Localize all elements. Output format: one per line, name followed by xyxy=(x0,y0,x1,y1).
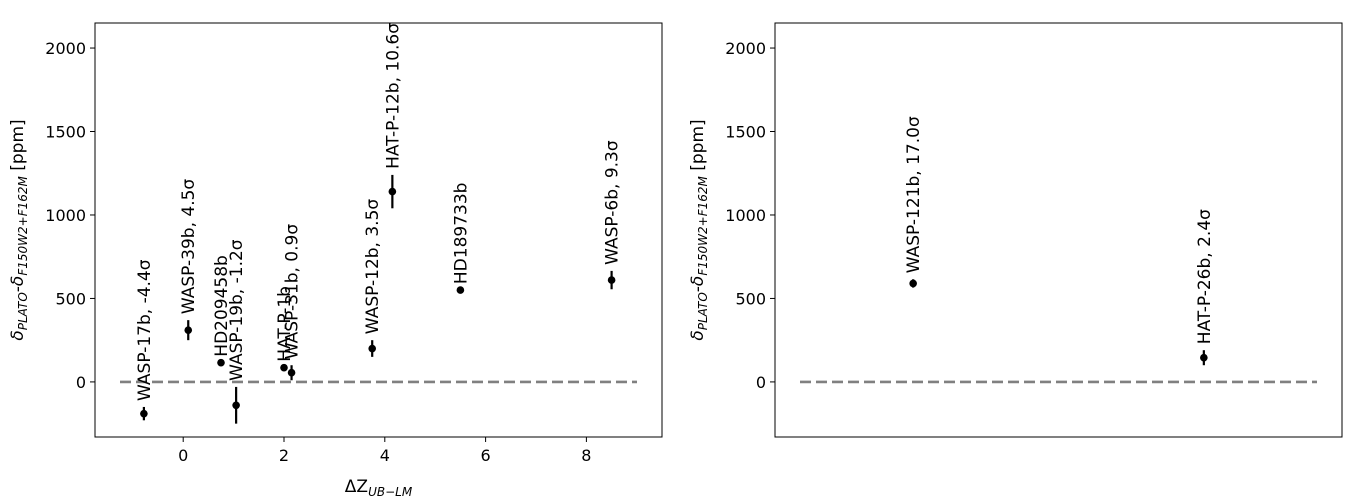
y-axis-label-part: PLATO xyxy=(696,292,710,330)
data-point xyxy=(217,358,225,367)
y-axis-label-part: δ xyxy=(688,330,708,340)
y-axis-label-part: [ppm] xyxy=(8,119,28,176)
x-tick-label: 4 xyxy=(380,446,390,465)
y-axis-label-part: F150W2+F162M xyxy=(16,176,30,276)
y-axis-label: δPLATO-δF150W2+F162M [ppm] xyxy=(8,119,30,340)
point-label: HAT-P-26b, 2.4σ xyxy=(1195,209,1215,344)
data-point xyxy=(287,368,296,377)
y-axis-label: δPLATO-δF150W2+F162M [ppm] xyxy=(688,119,710,340)
point-label: HD189733b xyxy=(451,183,471,285)
point-label: HD209458b xyxy=(212,255,232,357)
y-tick-label: 2000 xyxy=(45,39,86,58)
y-tick-label: 1500 xyxy=(725,123,766,142)
y-tick-label: 500 xyxy=(55,289,86,308)
y-tick-label: 2000 xyxy=(725,39,766,58)
data-point xyxy=(607,276,616,284)
plot-frame xyxy=(774,22,1343,438)
y-axis-label-part: F150W2+F162M xyxy=(696,176,710,276)
y-tick-label: 0 xyxy=(76,373,86,392)
point-label: WASP-39b, 4.5σ xyxy=(179,179,199,315)
data-point xyxy=(456,286,465,294)
y-axis-label-part: -δ xyxy=(8,276,28,293)
y-axis-label-part: δ xyxy=(8,330,28,340)
data-point xyxy=(1200,353,1208,362)
x-tick-label: 6 xyxy=(481,446,491,465)
y-tick-label: 1000 xyxy=(45,206,86,225)
x-axis-label-main: ΔZ xyxy=(345,477,368,497)
data-point xyxy=(140,409,148,418)
x-tick-label: 0 xyxy=(178,446,188,465)
data-point xyxy=(388,187,397,196)
point-label: WASP-12b, 3.5σ xyxy=(363,199,383,335)
y-axis-label-part: [ppm] xyxy=(688,119,708,176)
panel-2: 0 500 1000 1500 2000 WASP-121b, 17.0σ HAT-P-26… xyxy=(688,22,1343,438)
x-axis-label-sub: UB−LM xyxy=(368,485,413,497)
point-label: HAT-P-1b xyxy=(275,286,295,362)
data-point xyxy=(909,279,917,288)
data-point xyxy=(232,401,240,410)
y-tick-label: 1000 xyxy=(725,206,766,225)
x-axis-label: ΔZUB−LM xyxy=(345,477,413,497)
plot-frame xyxy=(94,22,663,438)
x-tick-label: 2 xyxy=(279,446,289,465)
y-tick-label: 1500 xyxy=(45,123,86,142)
y-tick-label: 0 xyxy=(756,373,766,392)
y-tick-label: 500 xyxy=(735,289,766,308)
point-label: WASP-121b, 17.0σ xyxy=(904,116,924,273)
y-axis-label-part: -δ xyxy=(688,276,708,293)
point-label: WASP-19b, -1.2σ xyxy=(227,239,247,381)
point-label: WASP-6b, 9.3σ xyxy=(603,140,623,265)
y-axis-label-part: PLATO xyxy=(16,292,30,330)
panel-1: 0 500 1000 1500 2000 0 2 4 6 8 WASP-17b, -4.4σ WASP… xyxy=(8,22,663,497)
point-label: HAT-P-12b, 10.6σ xyxy=(383,23,403,169)
point-label: WASP-17b, -4.4σ xyxy=(135,259,155,401)
data-point xyxy=(368,344,377,353)
data-point xyxy=(184,326,193,334)
data-point xyxy=(280,363,288,372)
x-tick-label: 8 xyxy=(581,446,591,465)
point-label: WASP-31b, 0.9σ xyxy=(283,224,303,360)
